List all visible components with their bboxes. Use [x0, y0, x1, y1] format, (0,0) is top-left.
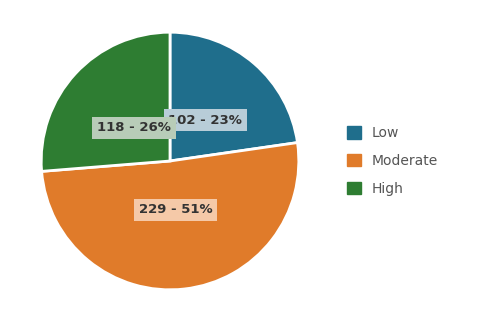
Text: 229 - 51%: 229 - 51% [138, 203, 212, 216]
Wedge shape [41, 32, 170, 171]
Legend: Low, Moderate, High: Low, Moderate, High [347, 126, 438, 196]
Wedge shape [170, 32, 298, 161]
Text: 102 - 23%: 102 - 23% [168, 114, 242, 127]
Wedge shape [42, 143, 299, 290]
Text: 118 - 26%: 118 - 26% [97, 121, 171, 134]
